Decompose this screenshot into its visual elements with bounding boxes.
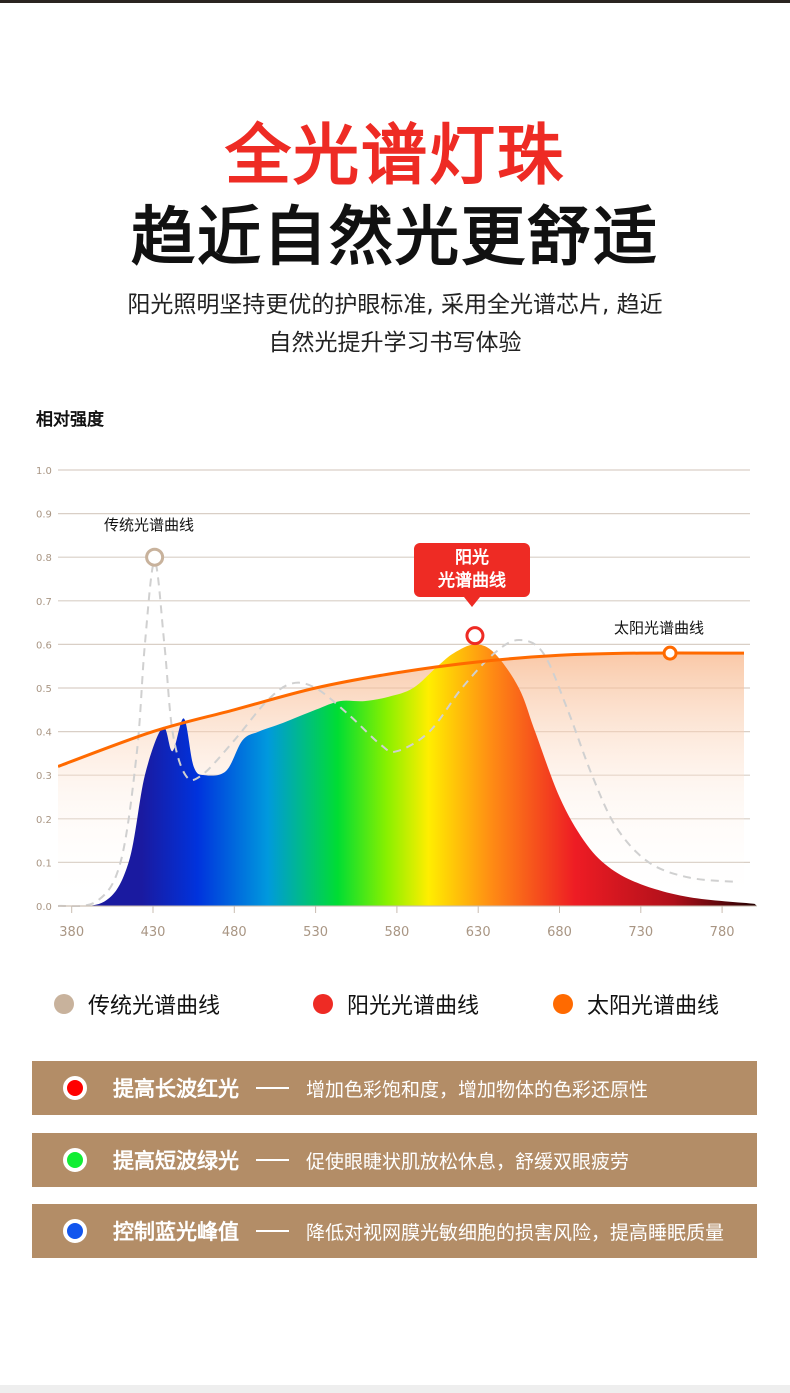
callout-line-2: 光谱曲线 bbox=[438, 571, 506, 591]
x-tick-label: 730 bbox=[628, 925, 653, 940]
y-tick-label: 0.2 bbox=[36, 815, 52, 826]
benefit-blue-light: 控制蓝光峰值 降低对视网膜光敏细胞的损害风险，提高睡眠质量 bbox=[32, 1204, 757, 1258]
bottom-edge bbox=[0, 1385, 790, 1393]
legend-item-sunlight: 阳光光谱曲线 bbox=[313, 988, 479, 1020]
subtitle-line-1: 阳光照明坚持更优的护眼标准, 采用全光谱芯片, 趋近 bbox=[127, 292, 663, 318]
annotation-sunlight-callout: 阳光 光谱曲线 bbox=[414, 543, 530, 607]
x-tick-label: 630 bbox=[466, 925, 491, 940]
benefit-desc: 促使眼睫状肌放松休息，舒缓双眼疲劳 bbox=[306, 1150, 630, 1173]
x-tick-label: 380 bbox=[59, 925, 84, 940]
benefit-desc: 增加色彩饱和度，增加物体的色彩还原性 bbox=[306, 1078, 649, 1101]
legend-item-traditional: 传统光谱曲线 bbox=[54, 988, 220, 1020]
legend-label: 太阳光谱曲线 bbox=[587, 994, 720, 1019]
dash-divider bbox=[256, 1159, 289, 1161]
y-tick-label: 0.8 bbox=[36, 553, 52, 564]
blue-dot-icon bbox=[63, 1219, 87, 1243]
y-tick-label: 1.0 bbox=[36, 466, 52, 477]
x-tick-label: 680 bbox=[547, 925, 572, 940]
x-tick-label: 430 bbox=[141, 925, 166, 940]
top-edge bbox=[0, 0, 790, 3]
annotation-traditional: 传统光谱曲线 bbox=[104, 516, 195, 534]
green-dot-icon bbox=[63, 1148, 87, 1172]
annotation-marker bbox=[662, 645, 678, 661]
legend-dot-icon bbox=[313, 994, 333, 1014]
y-tick-label: 0.6 bbox=[36, 640, 52, 651]
x-tick-label: 530 bbox=[303, 925, 328, 940]
x-tick-label: 480 bbox=[222, 925, 247, 940]
x-tick-label: 580 bbox=[384, 925, 409, 940]
benefit-desc: 降低对视网膜光敏细胞的损害风险，提高睡眠质量 bbox=[306, 1221, 725, 1244]
spectrum-chart: 0.0 0.1 0.2 0.3 0.4 0.5 0.6 0.7 0.8 0.9 1.0 380 430 4… bbox=[36, 466, 757, 940]
traditional-spectrum-line bbox=[58, 560, 739, 907]
y-axis-label: 相对强度 bbox=[36, 410, 104, 430]
legend-dot-icon bbox=[54, 994, 74, 1014]
legend-label: 阳光光谱曲线 bbox=[347, 994, 480, 1019]
legend-item-solar: 太阳光谱曲线 bbox=[553, 988, 719, 1020]
benefit-title: 提高短波绿光 bbox=[113, 1149, 239, 1173]
annotation-marker bbox=[465, 626, 485, 646]
dash-divider bbox=[256, 1087, 289, 1089]
callout-line-1: 阳光 bbox=[455, 548, 489, 568]
y-tick-label: 0.9 bbox=[36, 510, 52, 521]
y-tick-label: 0.5 bbox=[36, 684, 52, 695]
plot-area bbox=[58, 560, 757, 907]
x-tick-label: 780 bbox=[710, 925, 735, 940]
benefit-red-light: 提高长波红光 增加色彩饱和度，增加物体的色彩还原性 bbox=[32, 1061, 757, 1115]
y-tick-label: 0.0 bbox=[36, 902, 52, 913]
legend-dot-icon bbox=[553, 994, 573, 1014]
subtitle-line-2: 自然光提升学习书写体验 bbox=[268, 330, 522, 356]
y-tick-label: 0.7 bbox=[36, 597, 52, 608]
benefit-title: 提高长波红光 bbox=[113, 1077, 239, 1101]
annotation-solar: 太阳光谱曲线 bbox=[614, 619, 705, 637]
solar-spectrum-line bbox=[58, 651, 745, 768]
chart-legend: 传统光谱曲线 阳光光谱曲线 太阳光谱曲线 bbox=[0, 988, 790, 1022]
y-tick-label: 0.1 bbox=[36, 858, 52, 869]
annotation-marker bbox=[145, 547, 165, 567]
dash-divider bbox=[256, 1230, 289, 1232]
sunlight-spectrum-area bbox=[58, 644, 757, 907]
benefit-title: 控制蓝光峰值 bbox=[113, 1220, 239, 1244]
red-dot-icon bbox=[63, 1076, 87, 1100]
headline-black: 趋近自然光更舒适 bbox=[131, 201, 659, 275]
benefit-green-light: 提高短波绿光 促使眼睫状肌放松休息，舒缓双眼疲劳 bbox=[32, 1133, 757, 1187]
legend-label: 传统光谱曲线 bbox=[88, 994, 221, 1019]
headline-red: 全光谱灯珠 bbox=[225, 117, 565, 194]
y-tick-label: 0.3 bbox=[36, 771, 52, 782]
y-tick-label: 0.4 bbox=[36, 728, 52, 739]
